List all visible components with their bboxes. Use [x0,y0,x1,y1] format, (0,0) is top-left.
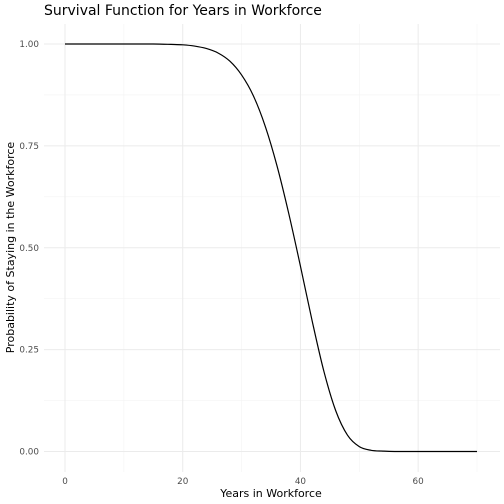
x-tick-label: 20 [177,477,189,487]
y-tick-label: 0.00 [19,448,39,458]
x-tick-label: 0 [62,477,68,487]
x-tick-label: 60 [413,477,425,487]
y-tick-label: 0.50 [19,244,39,254]
y-tick-label: 0.75 [19,142,39,152]
y-axis-label: Probability of Staying in the Workforce [4,142,17,354]
y-tick-label: 1.00 [19,40,39,50]
chart-title: Survival Function for Years in Workforce [44,3,322,19]
x-tick-label: 40 [295,477,307,487]
y-tick-label: 0.25 [19,346,39,356]
x-axis-label: Years in Workforce [219,487,322,500]
